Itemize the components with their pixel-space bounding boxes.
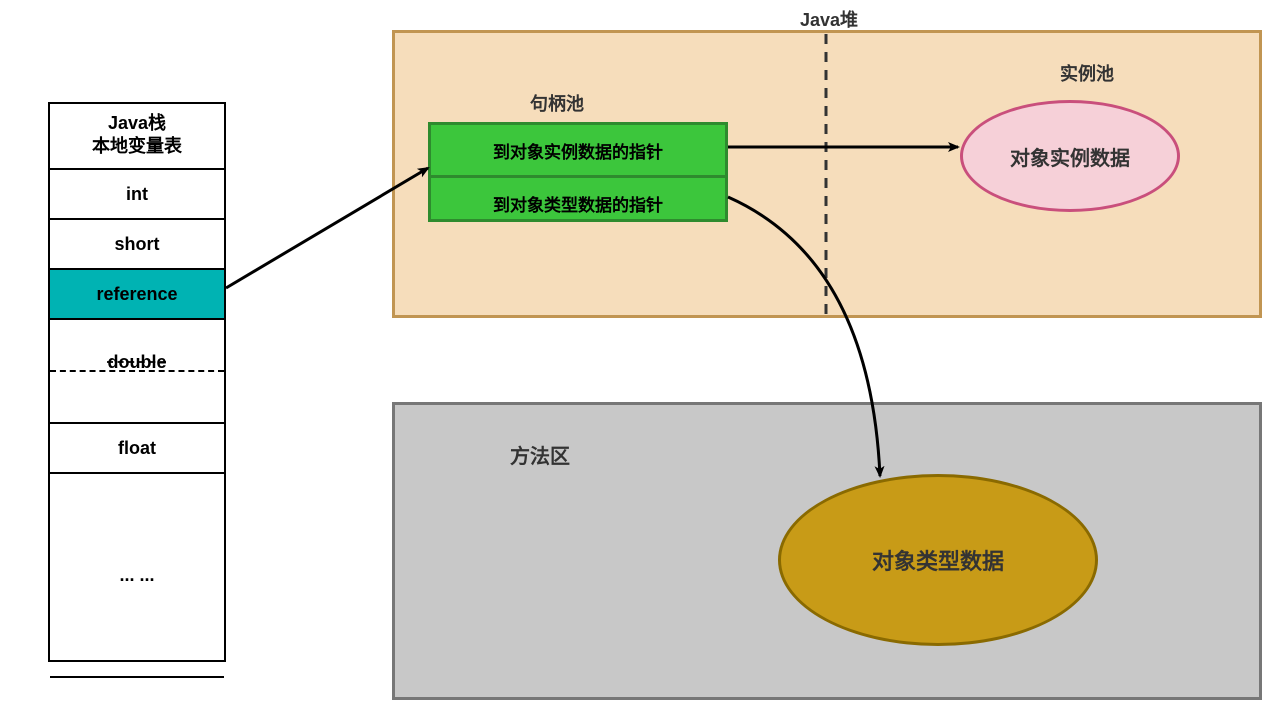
stack-row-int: int xyxy=(50,170,224,220)
instance-data-text: 对象实例数据 xyxy=(1010,142,1130,171)
method-area-label: 方法区 xyxy=(510,440,570,469)
handle-pool-row-instance-ptr: 到对象实例数据的指针 xyxy=(431,125,725,178)
stack-row-ellipsis: ... ... xyxy=(50,474,224,678)
stack-header-line2: 本地变量表 xyxy=(50,135,224,158)
stack-row-double-label: double xyxy=(50,352,224,373)
type-data-text: 对象类型数据 xyxy=(872,544,1004,576)
stack-header-line1: Java栈 xyxy=(50,112,224,135)
heap-label: Java堆 xyxy=(800,6,858,32)
stack-row-reference: reference xyxy=(50,270,224,320)
java-stack-table: Java栈 本地变量表 int short reference float ..… xyxy=(48,102,226,662)
handle-pool-row-type-ptr: 到对象类型数据的指针 xyxy=(431,178,725,228)
stack-row-double-bottom xyxy=(50,372,224,424)
handle-pool-label: 句柄池 xyxy=(530,90,584,116)
stack-header: Java栈 本地变量表 xyxy=(50,104,224,170)
handle-pool-box: 到对象实例数据的指针 到对象类型数据的指针 xyxy=(428,122,728,222)
stack-row-short: short xyxy=(50,220,224,270)
instance-pool-label: 实例池 xyxy=(1060,60,1114,86)
type-data-ellipse: 对象类型数据 xyxy=(778,474,1098,646)
stack-row-float: float xyxy=(50,424,224,474)
instance-data-ellipse: 对象实例数据 xyxy=(960,100,1180,212)
